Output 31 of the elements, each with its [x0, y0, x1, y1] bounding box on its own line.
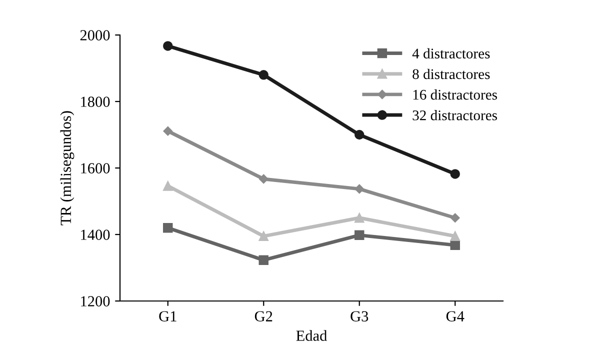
point	[354, 213, 364, 223]
point	[259, 174, 268, 184]
y-tick-label: 1600	[81, 163, 110, 174]
y-tick-label: 2000	[80, 30, 110, 40]
point	[163, 181, 173, 191]
x-tick-label: G3	[350, 311, 368, 322]
point	[450, 240, 460, 250]
point	[450, 231, 460, 242]
point	[354, 184, 364, 194]
x-tick-label: G4	[446, 311, 464, 322]
point	[354, 130, 364, 140]
point	[354, 230, 364, 240]
x-tick-label: G1	[159, 311, 176, 322]
point	[258, 231, 268, 242]
x-axis-title: Edad	[296, 330, 328, 341]
point	[450, 213, 460, 222]
y-tick-label: 1400	[81, 230, 110, 240]
y-tick-label: 1200	[81, 296, 110, 306]
x-tick-label: G2	[254, 311, 272, 322]
legend-label: 32 distractores	[412, 110, 498, 120]
legend-label: 4 distractores	[412, 48, 490, 58]
point	[258, 255, 268, 265]
point	[450, 169, 460, 179]
point	[163, 222, 173, 233]
legend-label: 8 distractores	[412, 68, 490, 80]
y-tick-label: 1800	[81, 96, 110, 107]
y-axis-title: TR (milisegundos)	[60, 111, 74, 226]
point	[163, 126, 172, 136]
point	[258, 70, 268, 80]
point	[163, 41, 173, 51]
legend-label: 16 distractores	[413, 89, 498, 100]
